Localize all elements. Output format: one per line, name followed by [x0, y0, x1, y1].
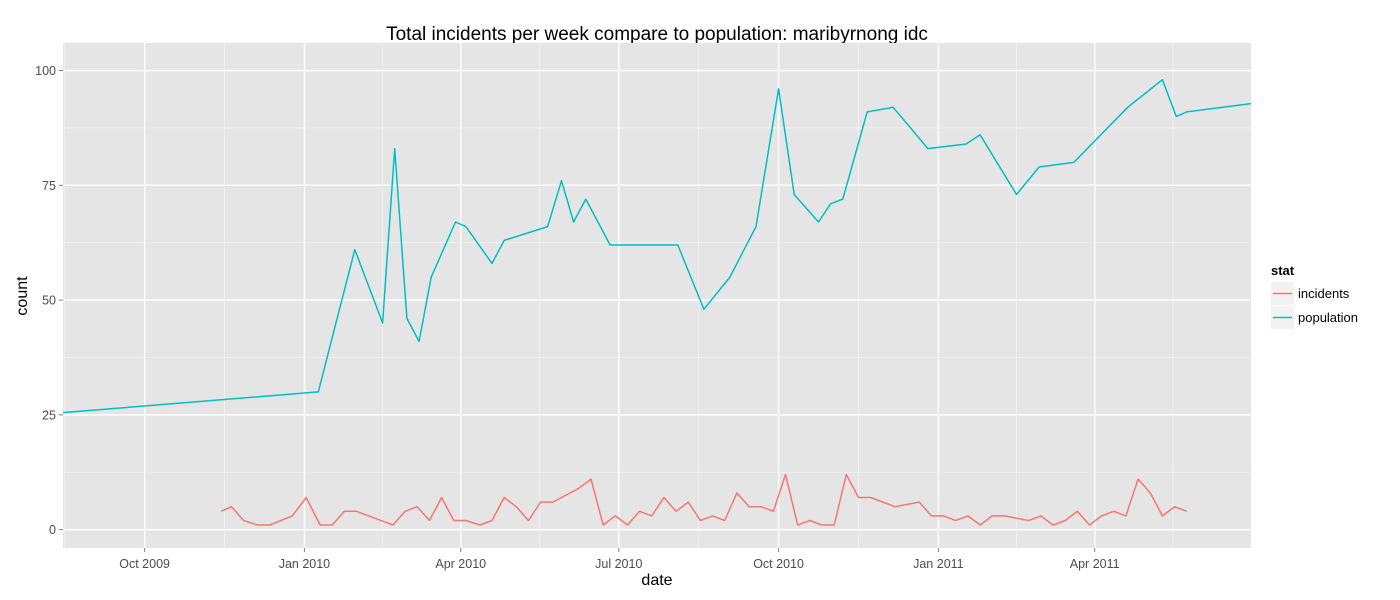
- y-axis: 0 25 50 75 100: [35, 64, 63, 537]
- y-tick-label: 100: [35, 64, 56, 78]
- minor-gridlines: [63, 43, 1251, 548]
- legend-label-population: population: [1298, 310, 1358, 325]
- legend: stat incidents population: [1271, 263, 1358, 329]
- x-axis: Oct 2009 Jan 2010 Apr 2010 Jul 2010 Oct 2010…: [119, 548, 1120, 571]
- x-tick-label: Oct 2010: [753, 557, 804, 571]
- y-tick-label: 50: [42, 294, 56, 308]
- series-lines: [62, 78, 1252, 526]
- legend-title: stat: [1271, 263, 1295, 278]
- x-tick-label: Apr 2010: [435, 557, 486, 571]
- legend-label-incidents: incidents: [1298, 286, 1350, 301]
- plot-panel: [63, 43, 1251, 548]
- x-tick-label: Jul 2010: [595, 557, 642, 571]
- y-tick-label: 75: [42, 179, 56, 193]
- major-gridlines: [63, 43, 1251, 548]
- y-tick-label: 0: [49, 523, 56, 537]
- x-tick-label: Apr 2011: [1070, 557, 1120, 571]
- y-axis-title: count: [14, 276, 31, 316]
- series-line-population: [62, 78, 1252, 414]
- x-tick-label: Jan 2010: [279, 557, 330, 571]
- y-tick-label: 25: [42, 408, 56, 422]
- x-tick-label: Jan 2011: [913, 557, 964, 571]
- chart-title: Total incidents per week compare to popu…: [386, 24, 928, 45]
- legend-items: incidents population: [1271, 282, 1358, 329]
- x-axis-title: date: [641, 572, 672, 589]
- series-line-incidents: [220, 473, 1187, 526]
- x-tick-label: Oct 2009: [119, 557, 170, 571]
